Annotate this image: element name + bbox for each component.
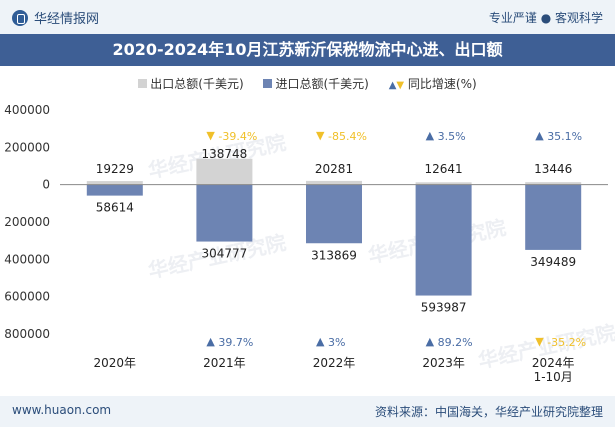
brand: 华经情报网: [12, 8, 99, 27]
x-tick-label: 2022年: [313, 356, 356, 370]
legend-import: 进口总额(千美元): [263, 75, 369, 92]
export-growth-label: 35.1%: [547, 130, 582, 143]
x-tick-label: 2023年: [422, 356, 465, 370]
growth-up-icon: ▲: [535, 129, 544, 142]
chart-plot: 华经产业研究院华经产业研究院华经产业研究院华经产业研究院400000200000…: [4, 103, 615, 384]
growth-up-icon: ▲: [316, 335, 325, 348]
export-growth-label: -85.4%: [328, 130, 367, 143]
export-growth-label: -39.4%: [218, 130, 257, 143]
import-growth-label: 3%: [328, 336, 345, 349]
import-bar: [415, 184, 472, 296]
legend-export-swatch: [138, 79, 148, 88]
export-bar: [415, 182, 472, 185]
legend-import-label: 进口总额(千美元): [275, 77, 369, 91]
x-tick-label-line: 2023年: [422, 356, 465, 370]
growth-down-triangle-icon: ▼: [396, 80, 405, 91]
import-value-label: 58614: [96, 201, 134, 215]
growth-up-triangle-icon: ▲: [388, 80, 397, 91]
import-bar: [306, 184, 362, 244]
x-tick-label-line: 2024年: [532, 356, 575, 370]
export-bar: [196, 158, 253, 185]
x-tick-label-line: 2021年: [203, 356, 246, 370]
brand-logo-icon: [12, 10, 28, 26]
legend-import-swatch: [263, 79, 273, 88]
y-tick-label: 400000: [4, 252, 50, 266]
x-tick-label-line: 1-10月: [534, 370, 573, 384]
top-bar: 华经情报网 专业严谨 ● 客观科学: [0, 0, 615, 34]
x-tick-label: 2021年: [203, 356, 246, 370]
slogan: 专业严谨 ● 客观科学: [488, 11, 603, 25]
y-tick-label: 800000: [4, 327, 50, 341]
footer: www.huaon.com 资料来源：中国海关，华经产业研究院整理: [0, 396, 615, 427]
footer-source: 资料来源：中国海关，华经产业研究院整理: [374, 405, 603, 419]
export-bar: [306, 180, 362, 185]
x-tick-label-line: 2020年: [94, 356, 137, 370]
import-bar: [86, 184, 143, 196]
export-value-label: 13446: [534, 162, 572, 176]
chart-legend: 出口总额(千美元) 进口总额(千美元) ▲▼ 同比增速(%): [0, 75, 615, 92]
import-value-label: 304777: [201, 247, 247, 261]
growth-down-icon: ▼: [535, 335, 544, 348]
import-value-label: 313869: [311, 248, 357, 262]
export-growth-label: 3.5%: [438, 130, 466, 143]
import-growth-label: 39.7%: [218, 336, 253, 349]
legend-export: 出口总额(千美元): [138, 75, 244, 92]
export-value-label: 20281: [315, 162, 353, 176]
export-value-label: 138748: [201, 147, 247, 161]
export-value-label: 12641: [425, 162, 463, 176]
x-tick-label-line: 2022年: [313, 356, 356, 370]
growth-up-icon: ▲: [426, 129, 435, 142]
export-bar: [86, 181, 143, 185]
legend-growth: ▲▼ 同比增速(%): [389, 75, 477, 92]
y-tick-label: 400000: [4, 103, 50, 117]
import-growth-label: 89.2%: [438, 336, 473, 349]
brand-name: 华经情报网: [34, 12, 100, 27]
y-tick-label: 200000: [4, 215, 50, 229]
footer-website: www.huaon.com: [12, 403, 112, 417]
x-tick-label: 2024年 1-10月: [532, 356, 575, 384]
legend-export-label: 出口总额(千美元): [150, 77, 244, 91]
import-value-label: 349489: [530, 255, 576, 269]
y-tick-label: 600000: [4, 290, 50, 304]
legend-growth-label: 同比增速(%): [407, 77, 477, 91]
chart-title: 2020-2024年10月江苏新沂保税物流中心进、出口额: [0, 34, 615, 66]
y-tick-label: 200000: [4, 140, 50, 154]
import-bar: [196, 184, 253, 242]
import-value-label: 593987: [421, 301, 467, 315]
export-value-label: 19229: [96, 162, 134, 176]
growth-down-icon: ▼: [206, 129, 215, 142]
x-tick-label: 2020年: [94, 356, 137, 370]
export-bar: [525, 182, 582, 185]
import-bar: [525, 184, 582, 250]
y-tick-label: 0: [42, 178, 50, 192]
growth-down-icon: ▼: [316, 129, 325, 142]
growth-up-icon: ▲: [426, 335, 435, 348]
growth-up-icon: ▲: [206, 335, 215, 348]
import-growth-label: -35.2%: [547, 336, 586, 349]
